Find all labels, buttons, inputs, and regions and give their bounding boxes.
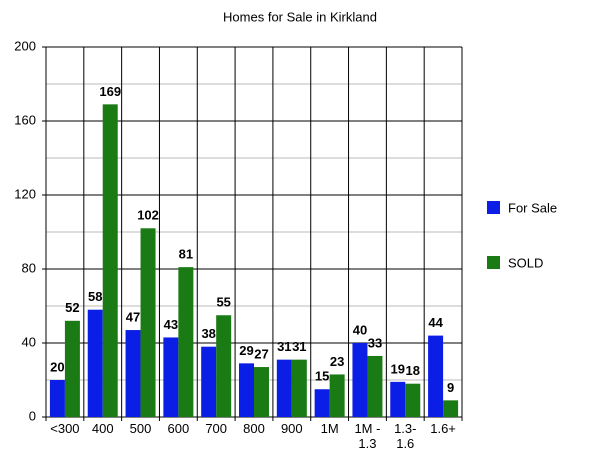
bar	[49, 380, 65, 417]
bar	[125, 330, 141, 417]
y-tick-label: 160	[14, 112, 36, 127]
value-label: 81	[179, 247, 193, 262]
bar	[140, 228, 156, 417]
value-label: 33	[368, 335, 382, 350]
y-tick-label: 120	[14, 186, 36, 201]
bar	[163, 337, 179, 417]
x-tick-label: 700	[205, 421, 228, 436]
value-label: 31	[292, 339, 306, 354]
value-label: 55	[216, 295, 230, 310]
bar	[178, 267, 194, 417]
x-tick-label: 900	[280, 421, 303, 436]
y-tick-label: 40	[22, 334, 36, 349]
value-label: 9	[447, 380, 454, 395]
legend-swatch	[487, 256, 500, 269]
x-tick-label: 1.3- 1.6	[394, 421, 417, 451]
y-tick-label: 200	[14, 38, 36, 53]
bar	[329, 374, 345, 417]
bar	[102, 104, 118, 417]
value-label: 102	[137, 208, 159, 223]
value-label: 169	[99, 84, 121, 99]
bar	[201, 346, 217, 417]
x-tick-label: 1.6+	[430, 421, 456, 436]
bar	[254, 367, 269, 417]
x-tick-label: 400	[91, 421, 114, 436]
bar	[276, 359, 292, 417]
bar	[87, 309, 103, 417]
legend-swatch	[487, 201, 500, 214]
bar	[390, 381, 406, 417]
bar	[405, 383, 421, 417]
value-label: 40	[353, 322, 367, 337]
value-label: 15	[315, 369, 329, 384]
value-label: 18	[406, 363, 420, 378]
x-tick-label: 1M	[320, 421, 339, 436]
value-label: 44	[428, 315, 443, 330]
value-label: 43	[164, 317, 178, 332]
bar	[64, 320, 80, 417]
value-label: 38	[201, 326, 215, 341]
value-label: 47	[126, 309, 140, 324]
value-label: 23	[330, 354, 344, 369]
bar	[291, 359, 307, 417]
x-tick-label: <300	[50, 421, 80, 436]
bar	[239, 363, 254, 417]
bar	[352, 343, 368, 417]
y-tick-label: 0	[29, 408, 36, 423]
bar	[428, 335, 444, 417]
legend-label: SOLD	[508, 255, 543, 270]
x-tick-label: 600	[167, 421, 190, 436]
y-tick-label: 80	[22, 260, 36, 275]
value-label: 20	[50, 359, 64, 374]
bar	[314, 389, 330, 417]
bar	[367, 355, 383, 417]
x-tick-label: 500	[129, 421, 152, 436]
bar	[443, 400, 459, 417]
x-tick-label: 800	[243, 421, 265, 436]
value-label: 29	[239, 343, 253, 358]
value-label: 19	[391, 361, 405, 376]
bar	[216, 315, 232, 417]
value-label: 27	[254, 346, 268, 361]
value-label: 58	[88, 289, 102, 304]
chart-title: Homes for Sale in Kirkland	[223, 9, 377, 24]
legend-label: For Sale	[508, 200, 557, 215]
x-tick-label: 1M - 1.3	[354, 421, 381, 451]
value-label: 31	[277, 339, 291, 354]
value-label: 52	[65, 300, 79, 315]
